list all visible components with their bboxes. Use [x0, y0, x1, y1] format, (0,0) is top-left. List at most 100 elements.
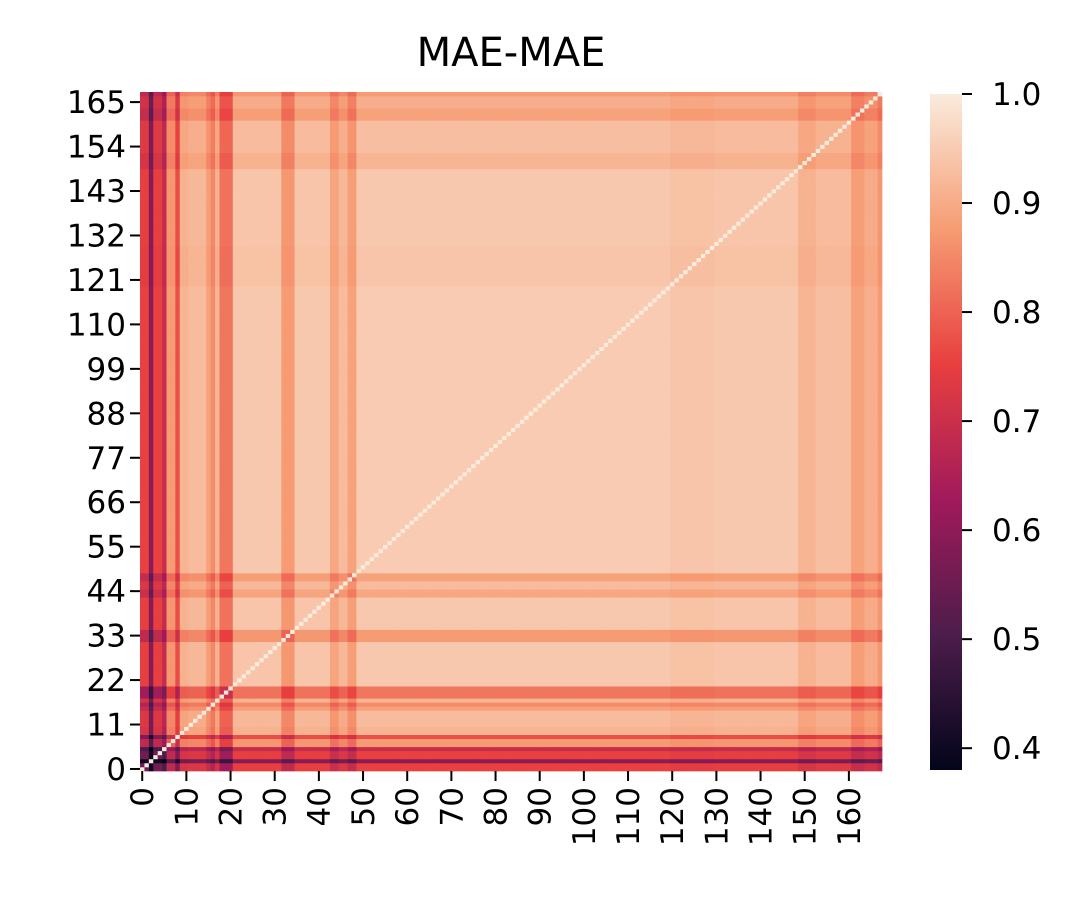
heatmap-cell	[705, 674, 711, 679]
heatmap-row	[140, 710, 883, 715]
heatmap-cell	[162, 690, 167, 695]
heatmap-cell	[157, 742, 163, 748]
heatmap-cell	[559, 694, 565, 699]
heatmap-cell	[586, 730, 591, 735]
heatmap-cell	[634, 742, 640, 748]
heatmap-cell	[714, 754, 719, 760]
heatmap-cell	[325, 678, 331, 683]
heatmap-cell	[497, 758, 503, 764]
heatmap-cell	[829, 718, 834, 723]
heatmap-cell	[488, 702, 494, 707]
heatmap-cell	[246, 730, 251, 735]
heatmap-cell	[864, 678, 870, 683]
heatmap-cell	[740, 674, 746, 679]
heatmap-cell	[630, 678, 636, 683]
heatmap-cell	[201, 690, 207, 695]
heatmap-cell	[572, 730, 578, 735]
heatmap-cell	[727, 702, 733, 707]
heatmap-cell	[524, 726, 530, 731]
heatmap-cell	[564, 702, 569, 707]
heatmap-cell	[670, 754, 675, 760]
heatmap-cell	[784, 742, 790, 748]
heatmap-cell	[188, 718, 194, 723]
heatmap-cell	[731, 710, 737, 715]
heatmap-cell	[162, 665, 167, 671]
heatmap-cell	[329, 702, 335, 707]
heatmap-cell	[771, 661, 777, 667]
heatmap-cell	[290, 754, 295, 760]
heatmap-cell	[259, 722, 265, 727]
heatmap-cell	[387, 730, 393, 735]
heatmap-cell	[316, 738, 322, 744]
heatmap-cell	[418, 762, 424, 768]
heatmap-cell	[634, 686, 640, 691]
heatmap-cell	[400, 702, 406, 707]
heatmap-cell	[705, 766, 711, 772]
heatmap-cell	[153, 698, 159, 703]
heatmap-cell	[413, 682, 419, 687]
heatmap-cell	[528, 746, 534, 752]
heatmap-cell	[263, 678, 269, 683]
heatmap-cell	[855, 674, 861, 679]
heatmap-cell	[621, 726, 627, 731]
heatmap-cell	[833, 678, 839, 683]
heatmap-cell	[753, 694, 759, 699]
heatmap-cell	[343, 694, 348, 699]
heatmap-cell	[714, 718, 719, 723]
heatmap-cell	[343, 742, 348, 748]
heatmap-cell	[798, 694, 803, 699]
heatmap-cell	[594, 714, 600, 719]
heatmap-cell	[263, 653, 269, 659]
heatmap-cell	[665, 730, 671, 735]
heatmap-cell	[740, 653, 746, 659]
heatmap-cell	[877, 758, 883, 764]
heatmap-cell	[868, 766, 874, 772]
heatmap-row	[140, 661, 883, 667]
heatmap-cell	[541, 706, 547, 711]
heatmap-cell	[488, 766, 494, 772]
heatmap-cell	[316, 694, 322, 699]
heatmap-cell	[683, 710, 689, 715]
heatmap-cell	[577, 754, 583, 760]
heatmap-cell	[422, 710, 428, 715]
heatmap-cell	[714, 690, 719, 695]
heatmap-cell	[338, 746, 344, 752]
heatmap-cell	[533, 665, 538, 671]
heatmap-cell	[864, 661, 870, 667]
heatmap-cell	[506, 665, 512, 671]
heatmap-cell	[586, 657, 591, 663]
heatmap-cell	[656, 653, 662, 659]
heatmap-cell	[784, 738, 790, 744]
heatmap-cell	[564, 661, 569, 667]
heatmap-cell	[396, 758, 401, 764]
heatmap-cell	[674, 714, 680, 719]
heatmap-cell	[241, 657, 247, 663]
heatmap-cell	[577, 702, 583, 707]
heatmap-cell	[471, 766, 477, 772]
heatmap-cell	[519, 649, 525, 655]
heatmap-cell	[709, 726, 715, 731]
heatmap-cell	[771, 669, 777, 675]
heatmap-cell	[687, 766, 693, 772]
heatmap-cell	[776, 742, 781, 748]
heatmap-cell	[731, 718, 737, 723]
heatmap-cell	[157, 678, 163, 683]
heatmap-cell	[829, 678, 834, 683]
heatmap-cell	[466, 698, 472, 703]
heatmap-cell	[197, 766, 203, 772]
heatmap-cell	[736, 710, 742, 715]
heatmap-cell	[806, 682, 812, 687]
heatmap-cell	[736, 718, 742, 723]
heatmap-cell	[815, 718, 821, 723]
heatmap-cell	[427, 738, 432, 744]
heatmap-cell	[855, 750, 861, 756]
heatmap-cell	[692, 661, 697, 667]
heatmap-cell	[608, 661, 613, 667]
heatmap-cell	[162, 678, 167, 683]
heatmap-cell	[162, 682, 167, 687]
heatmap-cell	[175, 714, 181, 719]
heatmap-cell	[577, 665, 583, 671]
heatmap-cell	[338, 686, 344, 691]
heatmap-cell	[210, 722, 216, 727]
heatmap-cell	[475, 706, 481, 711]
